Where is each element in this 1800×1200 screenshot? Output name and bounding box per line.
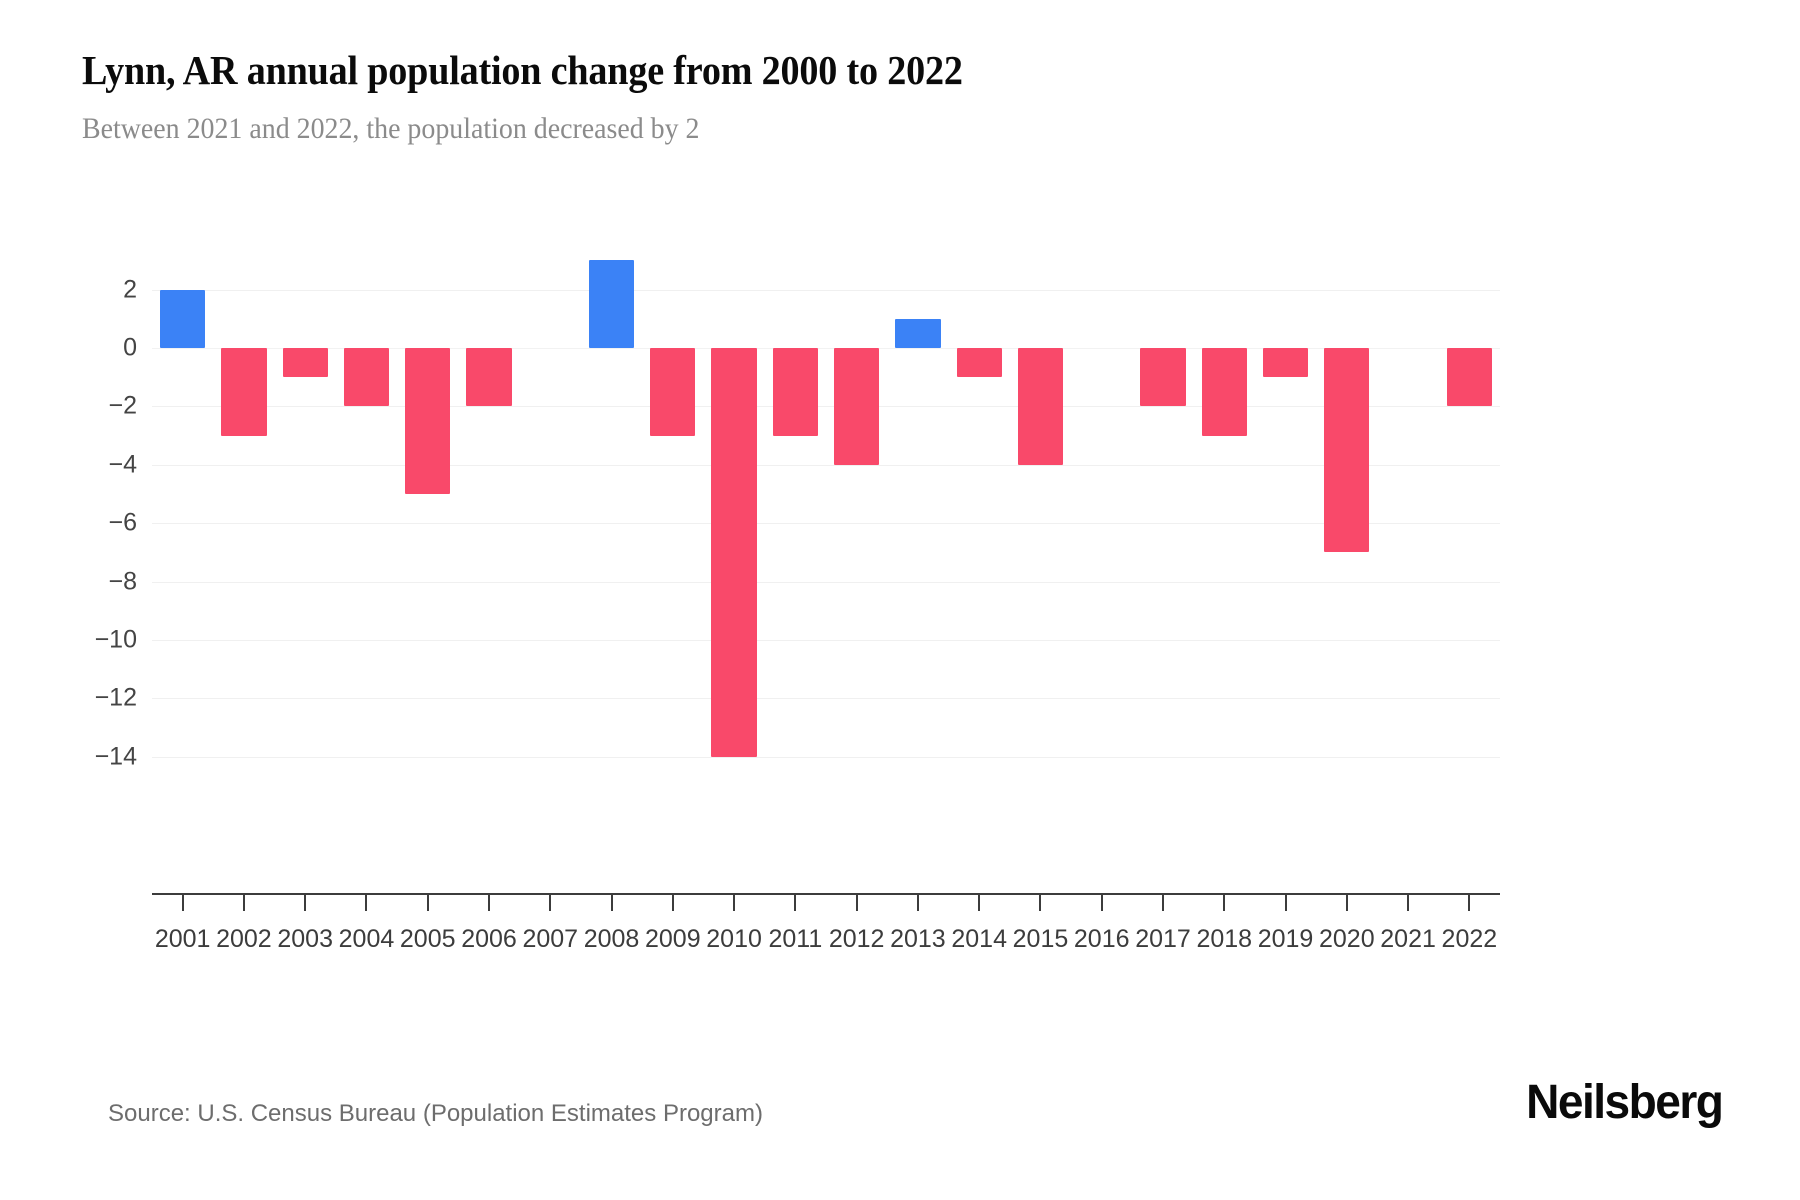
x-axis-tick-label: 2014 (951, 925, 1007, 953)
x-axis-tick (855, 895, 858, 911)
gridline (152, 289, 1500, 291)
x-axis-tick-label: 2002 (216, 925, 272, 953)
x-axis-tick (1345, 895, 1348, 911)
gridline (152, 348, 1500, 349)
bar[interactable] (159, 289, 206, 348)
bar[interactable] (1017, 348, 1064, 465)
x-axis-tick-label: 2018 (1196, 925, 1253, 953)
x-axis-tick-label: 2012 (828, 925, 885, 953)
x-axis-tick-label: 2016 (1073, 925, 1130, 953)
gridline (152, 406, 1500, 408)
x-axis-tick-label: 2015 (1012, 925, 1069, 953)
gridline (152, 756, 1500, 758)
x-axis-tick-label: 2004 (338, 925, 395, 953)
bar[interactable] (833, 348, 880, 465)
x-axis-tick (610, 895, 613, 911)
y-axis-tick-label: −4 (108, 450, 137, 479)
gridline (152, 581, 1500, 583)
y-axis-tick-label: −10 (94, 625, 137, 654)
gridline (152, 523, 1500, 525)
x-axis-tick (426, 895, 429, 911)
bar[interactable] (343, 348, 390, 407)
x-axis-tick (304, 895, 307, 911)
gridline (152, 698, 1500, 700)
x-axis-tick (242, 895, 245, 911)
bar[interactable] (221, 348, 267, 436)
y-axis-tick-label: 2 (123, 275, 137, 304)
bar[interactable] (1201, 348, 1247, 436)
x-axis-tick (1162, 895, 1164, 911)
x-axis-tick (1100, 895, 1103, 911)
x-axis-tick (671, 895, 674, 911)
x-axis-tick-label: 2006 (461, 925, 517, 953)
y-axis-tick-label: −14 (94, 742, 137, 771)
x-axis-tick (488, 895, 490, 911)
x-axis-tick (365, 895, 368, 911)
x-axis-tick (794, 895, 797, 911)
x-axis-line (152, 893, 1500, 895)
bar[interactable] (1324, 348, 1370, 553)
bar[interactable] (466, 348, 512, 407)
x-axis-tick (733, 895, 736, 911)
y-axis-tick-label: −6 (108, 508, 137, 537)
chart-header: Lynn, AR annual population change from 2… (82, 46, 1740, 147)
page-title: Lynn, AR annual population change from 2… (82, 47, 963, 93)
x-axis-tick-label: 2019 (1257, 925, 1314, 953)
x-axis-tick-label: 2011 (768, 925, 823, 953)
x-axis-tick-label: 2007 (522, 925, 579, 953)
x-axis-tick (1468, 895, 1471, 911)
bar[interactable] (711, 348, 757, 757)
x-axis-tick-label: 2022 (1441, 925, 1498, 953)
bar[interactable] (956, 348, 1002, 378)
x-axis-tick-label: 2005 (399, 925, 456, 953)
x-axis-tick-label: 2021 (1380, 925, 1436, 953)
y-axis-tick-label: −8 (108, 567, 137, 596)
bar[interactable] (405, 348, 451, 494)
bar[interactable] (650, 348, 696, 436)
x-axis-tick (1039, 895, 1042, 911)
chart-subtitle: Between 2021 and 2022, the population de… (82, 112, 700, 146)
bar[interactable] (772, 348, 819, 436)
y-axis-tick-label: 0 (123, 333, 137, 362)
gridline (152, 464, 1500, 466)
x-axis-tick-label: 2020 (1319, 925, 1375, 953)
bar[interactable] (895, 318, 941, 348)
bar[interactable] (1446, 348, 1493, 407)
y-axis-tick-label: −2 (108, 391, 137, 420)
x-axis-tick (181, 895, 184, 911)
brand-logo: Neilsberg (1525, 1076, 1724, 1129)
x-axis-tick-label: 2009 (645, 925, 701, 953)
x-axis-tick (1407, 895, 1410, 911)
x-axis-tick-label: 2003 (277, 925, 333, 953)
y-axis-tick-label: −12 (94, 683, 137, 712)
x-axis-tick-label: 2013 (890, 925, 946, 953)
bar[interactable] (1262, 348, 1309, 378)
x-axis-tick (978, 895, 981, 911)
x-axis-tick (549, 895, 552, 911)
bar[interactable] (1140, 348, 1186, 407)
bar[interactable] (282, 348, 328, 378)
x-axis-tick-label: 2017 (1135, 925, 1191, 953)
source-note: Source: U.S. Census Bureau (Population E… (108, 1100, 763, 1127)
x-axis-tick-label: 2008 (583, 925, 640, 953)
bar[interactable] (588, 260, 635, 348)
gridline (152, 640, 1500, 641)
x-axis-tick (916, 895, 919, 911)
x-axis-tick-label: 2010 (706, 925, 762, 953)
x-axis-tick-label: 2001 (154, 925, 211, 953)
x-axis-tick (1223, 895, 1226, 911)
x-axis-tick (1284, 895, 1287, 911)
